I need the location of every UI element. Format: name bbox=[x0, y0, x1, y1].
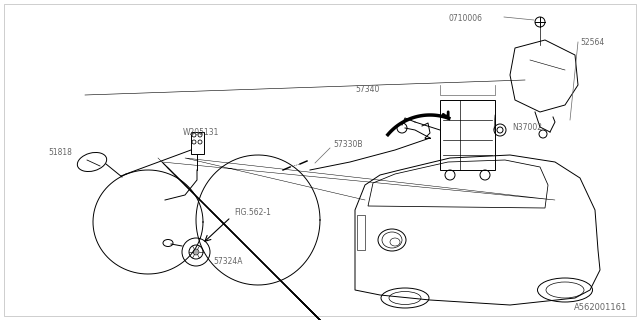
Text: 52564: 52564 bbox=[580, 38, 604, 47]
Text: 57330B: 57330B bbox=[333, 140, 362, 149]
Text: FIG.562-1: FIG.562-1 bbox=[234, 208, 271, 217]
Circle shape bbox=[193, 249, 199, 255]
Text: 0710006: 0710006 bbox=[448, 14, 482, 23]
Bar bbox=[440, 100, 495, 170]
Text: A562001161: A562001161 bbox=[573, 303, 627, 312]
Text: 51818: 51818 bbox=[48, 148, 72, 157]
Text: 57324A: 57324A bbox=[213, 257, 243, 266]
Text: N37002: N37002 bbox=[512, 123, 542, 132]
Text: W205131: W205131 bbox=[183, 128, 220, 137]
Bar bbox=[191, 132, 204, 154]
Bar bbox=[357, 215, 365, 250]
Text: 57340: 57340 bbox=[355, 85, 380, 94]
